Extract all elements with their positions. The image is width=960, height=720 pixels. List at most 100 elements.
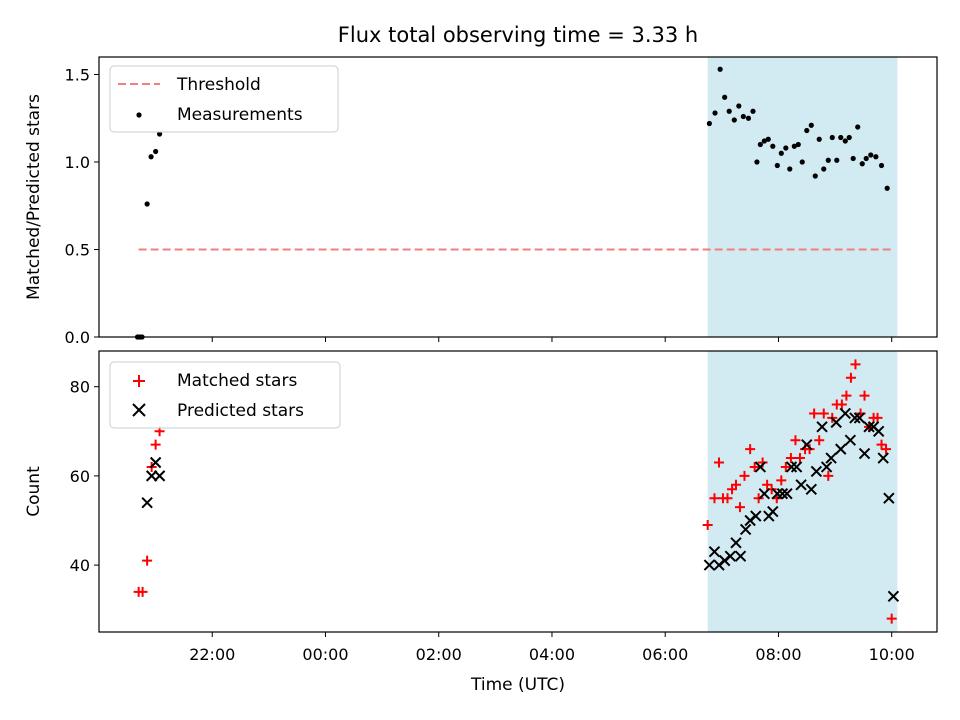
measurement-point [770, 143, 776, 149]
measurement-point [808, 122, 814, 128]
predicted-star-point [141, 496, 153, 509]
measurement-point [873, 154, 879, 160]
matched-star-point [876, 439, 887, 450]
measurement-point [855, 124, 861, 130]
measurement-point [706, 120, 712, 127]
count-y-tick-label: 40 [70, 556, 90, 575]
predicted-star-point [767, 505, 779, 518]
x-tick-label: 06:00 [642, 645, 688, 664]
measurement-point [787, 166, 793, 172]
predicted-star-point [844, 434, 857, 446]
measurement-point [804, 127, 810, 134]
measurement-point [795, 141, 801, 148]
measurement-point [153, 148, 159, 155]
measurement-point [765, 136, 771, 142]
matched-star-point [150, 439, 161, 450]
measurement-point [791, 143, 797, 149]
matched-legend-swatch [133, 375, 145, 387]
predicted-star-point [739, 523, 752, 536]
observing-window-shade [707, 351, 898, 632]
matched-star-point [790, 435, 801, 446]
count-y-ticks: 40 60 80 [70, 378, 99, 575]
matched-star-point [762, 479, 773, 490]
measurement-point [846, 134, 852, 141]
count-legend: Matched stars Predicted stars [109, 361, 341, 429]
matched-star-point [859, 390, 870, 401]
predicted-star-point [771, 488, 784, 500]
count-axes-frame [98, 350, 938, 633]
x-tick-label: 04:00 [529, 645, 575, 664]
measurements-legend-label: Measurements [177, 105, 303, 125]
matched-star-point [836, 399, 847, 410]
matched-star-point [702, 519, 713, 530]
x-tick-label: 02:00 [416, 645, 462, 664]
predicted-star-point [816, 421, 828, 433]
matched-star-point [780, 461, 791, 472]
measurement-point [868, 152, 874, 158]
measurement-point [726, 108, 732, 114]
matched-star-point [745, 444, 756, 455]
ratio-legend: Threshold Measurements [109, 65, 339, 133]
ratio-y-tick-label: 0.5 [65, 241, 90, 260]
measurement-point [842, 138, 848, 144]
measurement-point [722, 94, 728, 100]
matched-star-point [850, 359, 861, 370]
measurement-point [825, 157, 831, 163]
ratio-y-ticks: 0.0 0.5 1.0 1.5 [65, 66, 99, 347]
predicted-star-point [734, 550, 747, 562]
predicted-star-point [724, 550, 737, 562]
matched-star-point [714, 457, 725, 468]
measurements-legend-swatch [136, 112, 142, 118]
matched-star-point [785, 453, 796, 464]
measurement-point [774, 162, 780, 169]
matched-star-point [804, 444, 815, 455]
predicted-star-point [750, 510, 762, 522]
ratio-axes-frame [98, 56, 938, 338]
measurement-point [850, 155, 856, 162]
measurement-point [731, 117, 737, 123]
x-tick-label: 00:00 [302, 645, 348, 664]
matched-star-point [749, 461, 760, 472]
measurement-point [878, 162, 885, 169]
predicted-star-point [872, 425, 885, 437]
x-tick-label: 10:00 [869, 645, 915, 664]
predicted-star-point [703, 559, 716, 571]
measurement-point [834, 157, 840, 163]
measurement-point [884, 185, 890, 191]
predicted-star-point [810, 465, 823, 478]
count-panel: 40 60 80 22:00 00:00 02:00 04:00 06:00 08:00 10:… [24, 350, 938, 664]
predicted-star-point [790, 461, 803, 473]
ratio-y-tick-label: 1.5 [65, 66, 90, 85]
matched-star-point [845, 372, 856, 383]
measurement-point [736, 103, 742, 109]
measurement-point [750, 108, 756, 114]
predicted-star-point [835, 443, 847, 455]
predicted-star-point [758, 488, 771, 500]
measurement-point [816, 136, 822, 142]
ratio-x-ticks [211, 337, 893, 342]
predicted-star-point [849, 412, 861, 424]
predicted-star-point [153, 470, 166, 482]
matched-star-point [734, 502, 745, 513]
matched-star-point [886, 613, 897, 624]
predicted-star-point [795, 479, 807, 491]
predicted-star-point [801, 438, 813, 451]
predicted-star-point [839, 407, 851, 420]
ratio-y-tick-label: 0.0 [65, 328, 90, 347]
predicted-star-point [708, 546, 721, 558]
matched-star-point [794, 453, 805, 464]
measurement-point [812, 173, 818, 179]
chart-title: Flux total observing time = 3.33 h [338, 23, 698, 47]
ratio-data-layer [134, 66, 892, 340]
matched-star-point [818, 408, 829, 419]
matched-star-point [730, 479, 741, 490]
matched-star-point [776, 475, 787, 486]
measurement-point [717, 66, 723, 72]
measurement-point [778, 150, 784, 156]
measurement-point [783, 145, 789, 151]
measurement-point [754, 159, 760, 165]
measurement-point [799, 159, 805, 165]
count-y-tick-label: 60 [70, 467, 90, 486]
measurement-point [148, 154, 154, 160]
measurement-point [712, 110, 718, 116]
